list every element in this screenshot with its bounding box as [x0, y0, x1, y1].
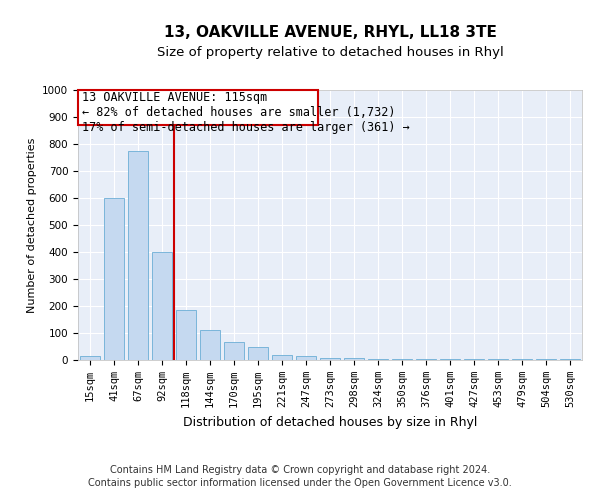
Text: Contains HM Land Registry data © Crown copyright and database right 2024.: Contains HM Land Registry data © Crown c… [110, 465, 490, 475]
Y-axis label: Number of detached properties: Number of detached properties [26, 138, 37, 312]
Bar [128, 151, 148, 360]
Text: 13, OAKVILLE AVENUE, RHYL, LL18 3TE: 13, OAKVILLE AVENUE, RHYL, LL18 3TE [164, 25, 496, 40]
Bar [440, 358, 460, 360]
Bar [104, 198, 124, 360]
Text: Contains public sector information licensed under the Open Government Licence v3: Contains public sector information licen… [88, 478, 512, 488]
Bar [344, 358, 364, 360]
Bar [152, 252, 172, 360]
Bar [488, 358, 508, 360]
Bar [512, 358, 532, 360]
Bar [416, 358, 436, 360]
Bar [272, 354, 292, 360]
Bar [200, 330, 220, 360]
X-axis label: Distribution of detached houses by size in Rhyl: Distribution of detached houses by size … [183, 416, 477, 428]
Bar [176, 310, 196, 360]
Bar [464, 358, 484, 360]
Bar [80, 356, 100, 360]
Text: Size of property relative to detached houses in Rhyl: Size of property relative to detached ho… [157, 46, 503, 59]
Bar [320, 358, 340, 360]
Bar [248, 346, 268, 360]
Text: 13 OAKVILLE AVENUE: 115sqm
← 82% of detached houses are smaller (1,732)
17% of s: 13 OAKVILLE AVENUE: 115sqm ← 82% of deta… [82, 92, 409, 134]
Bar [560, 358, 580, 360]
Bar [368, 358, 388, 360]
Bar [296, 356, 316, 360]
Bar [224, 342, 244, 360]
Bar [536, 358, 556, 360]
Bar [392, 358, 412, 360]
FancyBboxPatch shape [78, 90, 318, 125]
